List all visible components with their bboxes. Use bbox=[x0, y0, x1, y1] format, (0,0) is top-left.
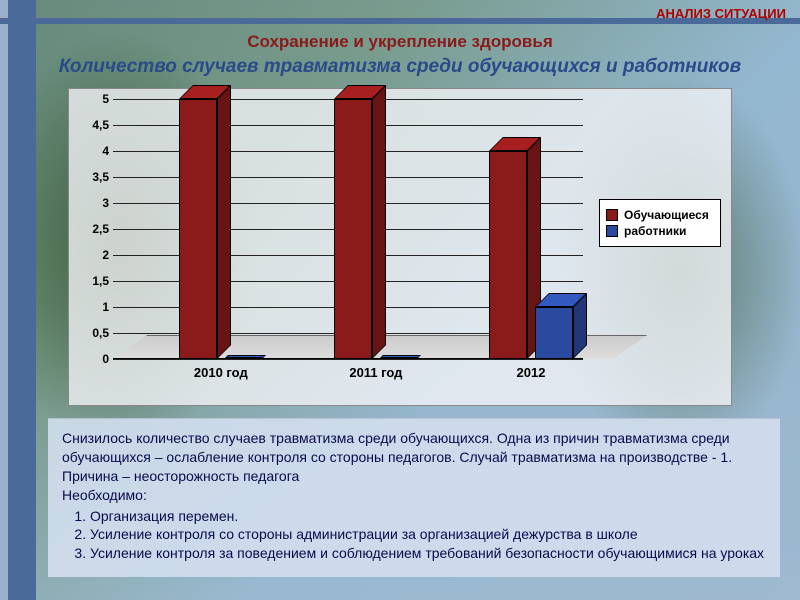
y-tick-label: 0 bbox=[102, 352, 109, 366]
footer-lead: Необходимо: bbox=[62, 486, 766, 505]
bar-работники bbox=[380, 358, 418, 359]
y-tick-label: 2 bbox=[102, 248, 109, 262]
y-tick-label: 4 bbox=[102, 144, 109, 158]
y-tick-label: 1 bbox=[102, 300, 109, 314]
y-tick-label: 3,5 bbox=[92, 170, 109, 184]
title-line-1: Сохранение и укрепление здоровья bbox=[0, 32, 800, 52]
y-tick-label: 1,5 bbox=[92, 274, 109, 288]
grid-line bbox=[113, 359, 583, 360]
legend-swatch bbox=[606, 209, 618, 221]
x-tick-label: 2011 год bbox=[349, 365, 402, 380]
bar-Обучающиеся bbox=[179, 99, 217, 359]
legend-label: Обучающиеся bbox=[624, 208, 709, 222]
bar-работники bbox=[225, 358, 263, 359]
left-side-band bbox=[0, 0, 36, 600]
legend-item: Обучающиеся bbox=[606, 208, 714, 222]
chart-legend: Обучающиеся работники bbox=[599, 199, 721, 247]
bar-Обучающиеся bbox=[489, 151, 527, 359]
bar-Обучающиеся bbox=[334, 99, 372, 359]
x-tick-label: 2012 bbox=[517, 365, 546, 380]
header-right-label: АНАЛИЗ СИТУАЦИИ bbox=[656, 6, 786, 21]
legend-item: работники bbox=[606, 224, 714, 238]
footer-list-item: Организация перемен. bbox=[90, 507, 766, 526]
footer-paragraph: Снизилось количество случаев травматизма… bbox=[62, 429, 766, 486]
footer-list: Организация перемен.Усиление контроля со… bbox=[90, 507, 766, 564]
footer-text-block: Снизилось количество случаев травматизма… bbox=[48, 418, 780, 577]
y-tick-label: 3 bbox=[102, 196, 109, 210]
x-tick-label: 2010 год bbox=[194, 365, 248, 380]
legend-label: работники bbox=[624, 224, 686, 238]
bar-работники bbox=[535, 307, 573, 359]
footer-list-item: Усиление контроля за поведением и соблюд… bbox=[90, 544, 766, 563]
y-tick-label: 4,5 bbox=[92, 118, 109, 132]
title-line-2: Количество случаев травматизма среди обу… bbox=[0, 56, 800, 78]
footer-list-item: Усиление контроля со стороны администрац… bbox=[90, 525, 766, 544]
y-tick-label: 5 bbox=[102, 92, 109, 106]
y-tick-label: 0,5 bbox=[92, 326, 109, 340]
legend-swatch bbox=[606, 225, 618, 237]
chart-plot-area: 00,511,522,533,544,552010 год2011 год201… bbox=[113, 99, 583, 359]
y-tick-label: 2,5 bbox=[92, 222, 109, 236]
chart-container: 0 0,5 1 1,5 2 2,5 3 3,5 4 4,5 5 2010 год 2011 год 201… bbox=[68, 88, 732, 406]
